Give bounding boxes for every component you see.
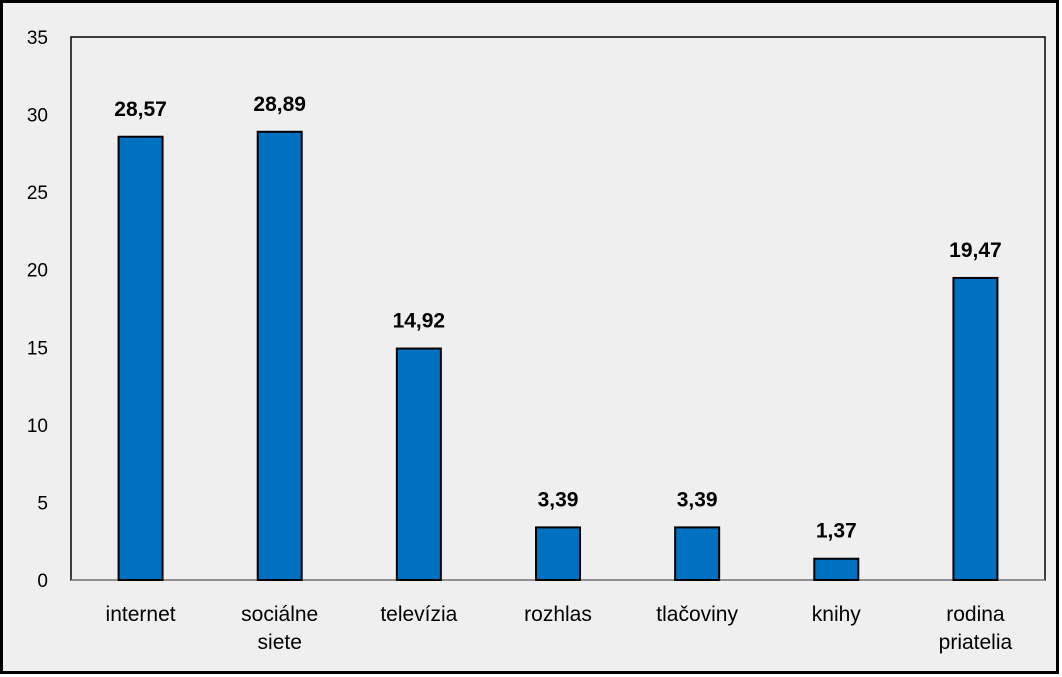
x-category-label: tlačoviny <box>656 603 738 626</box>
data-label: 28,57 <box>114 98 167 121</box>
y-tick-label: 30 <box>27 106 48 127</box>
x-category-label: priatelia <box>939 631 1013 654</box>
y-tick-label: 35 <box>27 28 48 49</box>
x-category-label: internet <box>106 603 176 626</box>
bar <box>952 276 999 581</box>
x-category-label: rozhlas <box>524 603 592 626</box>
y-tick-label: 25 <box>27 183 48 204</box>
y-tick-label: 5 <box>37 493 48 514</box>
y-tick-label: 15 <box>27 338 48 359</box>
data-label: 28,89 <box>253 93 306 116</box>
y-tick-label: 10 <box>27 416 48 437</box>
x-category-label: rodina <box>946 603 1005 626</box>
y-tick-label: 20 <box>27 261 48 282</box>
data-label: 3,39 <box>538 488 579 511</box>
x-category-label: siete <box>258 631 302 654</box>
data-label: 1,37 <box>816 520 857 543</box>
x-category-label: sociálne <box>241 603 318 626</box>
bar <box>256 130 303 581</box>
bar <box>117 135 164 581</box>
bar <box>674 526 721 581</box>
bar <box>813 557 860 581</box>
data-label: 19,47 <box>949 239 1002 262</box>
bar <box>395 347 442 581</box>
bar <box>535 526 581 581</box>
y-tick-label: 0 <box>37 571 48 592</box>
data-label: 14,92 <box>393 310 446 333</box>
x-category-label: televízia <box>380 603 457 626</box>
x-category-label: knihy <box>812 603 862 626</box>
data-label: 3,39 <box>677 488 718 511</box>
